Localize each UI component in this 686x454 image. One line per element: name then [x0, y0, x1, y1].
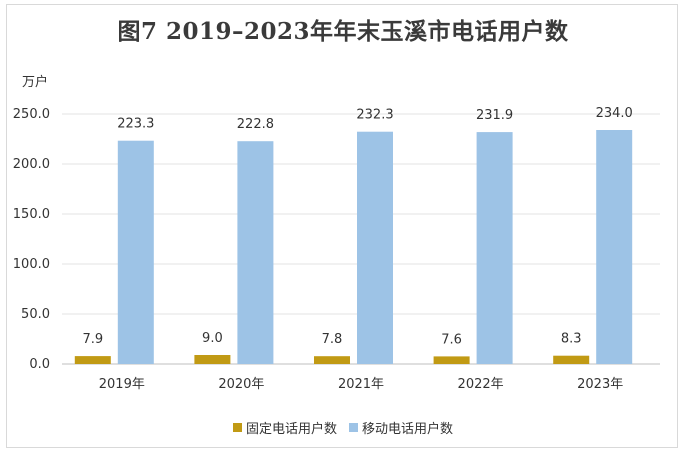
bar-fixed — [433, 356, 470, 364]
data-label-mobile: 231.9 — [476, 108, 513, 123]
bar-mobile — [357, 131, 393, 364]
data-labels: 7.9 223.3 9.0 222.8 7.8 232.3 7.6 231.9 8.3 234.0 — [82, 106, 632, 347]
y-tick-label: 0.0 — [29, 357, 50, 372]
x-tick-label: 2019年 — [99, 377, 145, 392]
data-label-fixed: 7.9 — [82, 332, 103, 347]
y-tick-label: 50.0 — [21, 307, 50, 322]
legend-swatch-fixed — [232, 423, 242, 432]
data-label-fixed: 9.0 — [202, 331, 223, 346]
legend-item-fixed: 固定电话用户数 — [232, 418, 337, 437]
bar-mobile — [237, 141, 274, 364]
x-tick-label: 2021年 — [338, 377, 384, 392]
y-tick-label: 250.0 — [13, 107, 50, 122]
y-tick-label: 150.0 — [13, 207, 50, 222]
legend: 固定电话用户数 移动电话用户数 — [0, 418, 686, 437]
bar-mobile — [596, 130, 633, 364]
bar-fixed — [553, 355, 590, 364]
bar-mobile — [476, 132, 513, 364]
y-axis-unit-label: 万户 — [22, 74, 48, 90]
data-label-fixed: 8.3 — [561, 332, 582, 347]
bar-fixed — [74, 356, 111, 364]
x-tick-label: 2023年 — [577, 377, 623, 392]
y-tick-label: 100.0 — [13, 257, 50, 272]
bar-mobile — [117, 140, 154, 364]
y-axis-ticks: 0.0 50.0 100.0 150.0 200.0 250.0 — [13, 107, 50, 372]
data-label-mobile: 232.3 — [356, 108, 393, 123]
bar-fixed — [194, 355, 231, 364]
x-tick-label: 2020年 — [218, 377, 264, 392]
legend-item-mobile: 移动电话用户数 — [349, 418, 453, 437]
legend-label-mobile: 移动电话用户数 — [362, 422, 454, 437]
data-label-mobile: 222.8 — [237, 117, 274, 132]
data-label-fixed: 7.6 — [441, 332, 462, 347]
bars — [74, 130, 633, 364]
legend-swatch-mobile — [349, 423, 358, 432]
bar-fixed — [314, 356, 350, 364]
x-tick-label: 2022年 — [458, 377, 504, 392]
y-tick-label: 200.0 — [13, 157, 50, 172]
data-label-fixed: 7.8 — [322, 332, 343, 347]
legend-label-fixed: 固定电话用户数 — [245, 422, 337, 437]
x-axis-ticks: 2019年 2020年 2021年 2022年 2023年 — [99, 377, 623, 392]
chart-title: 图7 2019–2023年年末玉溪市电话用户数 — [117, 18, 569, 45]
data-label-mobile: 234.0 — [596, 106, 633, 121]
data-label-mobile: 223.3 — [117, 117, 154, 132]
